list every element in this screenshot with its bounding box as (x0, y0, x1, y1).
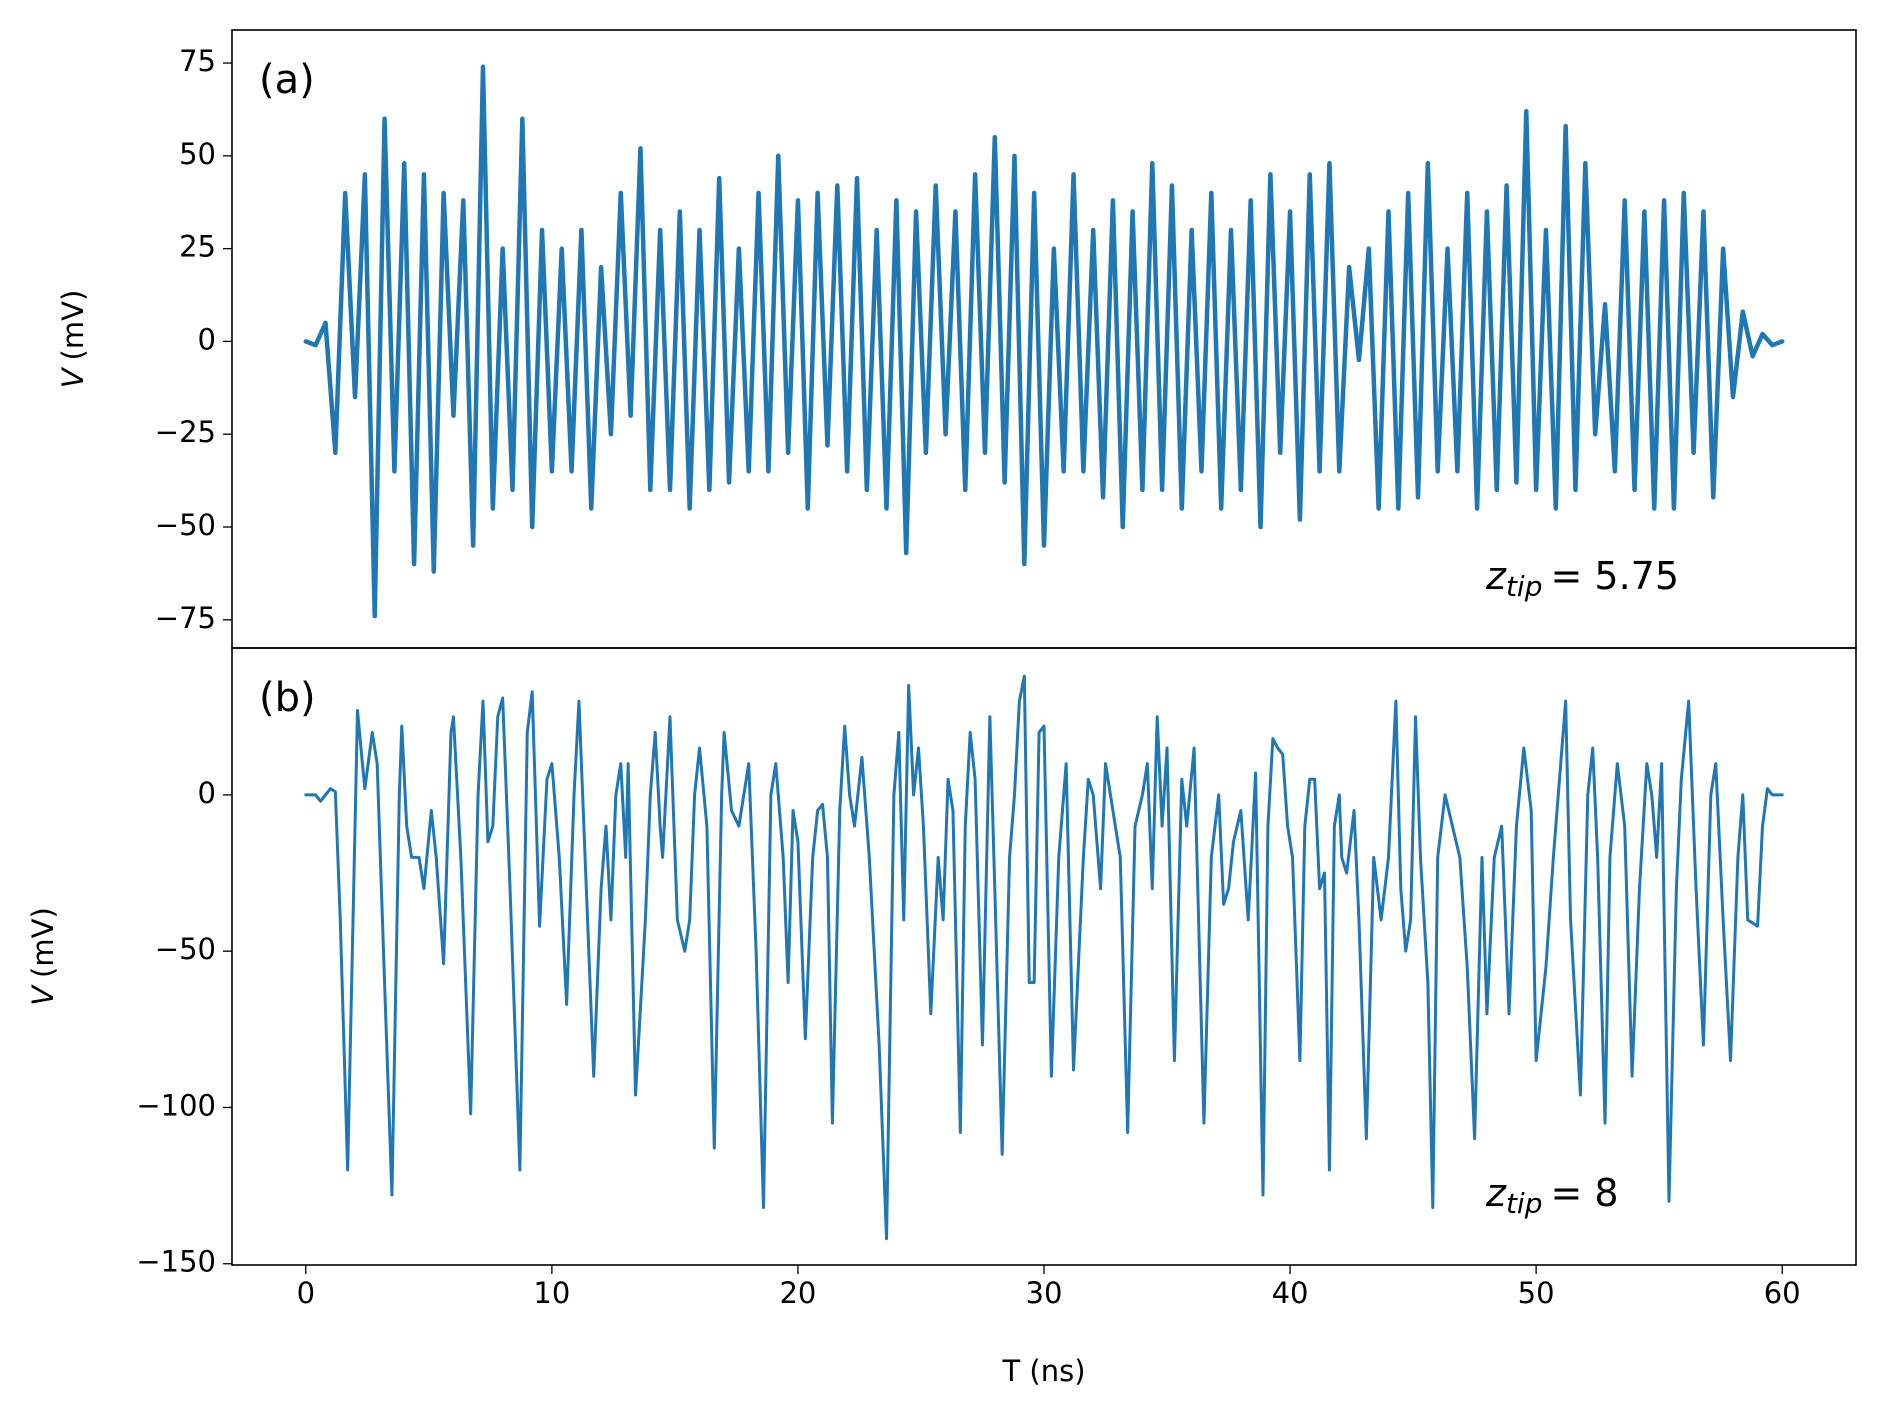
annotation-text: = 8 (1550, 1171, 1618, 1215)
x-tick-label: 50 (1518, 1276, 1555, 1310)
y-label-unit: (mV) (26, 907, 60, 978)
x-tick-label: 40 (1272, 1276, 1309, 1310)
y-axis-label: V (mV) (26, 907, 60, 1006)
plot-area (303, 64, 1785, 619)
x-tick-label: 60 (1764, 1276, 1801, 1310)
signal-line (304, 674, 1784, 1241)
y-tick-label: 25 (179, 230, 216, 264)
y-tick-label: −50 (155, 508, 216, 542)
signal-line (303, 64, 1785, 619)
annotation-symbol: z (1485, 1171, 1507, 1215)
x-tick-label: 30 (1026, 1276, 1063, 1310)
x-tick-label: 0 (297, 1276, 315, 1310)
panel-label: (b) (259, 675, 316, 721)
y-tick-label: −50 (155, 932, 216, 966)
annotation-symbol: z (1485, 554, 1507, 598)
y-label-unit: (mV) (56, 290, 90, 361)
y-tick-label: 50 (179, 137, 216, 171)
annotation-subscript: tip (1506, 570, 1543, 603)
annotation: ztip = 5.75 (1485, 554, 1679, 604)
x-tick-label: 10 (533, 1276, 570, 1310)
y-label-symbol: V (26, 984, 60, 1006)
y-tick-label: 0 (198, 776, 216, 810)
panel-label: (a) (259, 57, 315, 103)
y-tick-label: 0 (198, 322, 216, 356)
annotation-subscript: tip (1506, 1187, 1543, 1220)
plot-area (304, 674, 1784, 1241)
y-label-symbol: V (56, 366, 90, 388)
y-tick-label: −75 (155, 601, 216, 635)
y-axis-label: V (mV) (56, 290, 90, 389)
y-tick-label: 75 (179, 44, 216, 78)
y-tick-label: −25 (155, 415, 216, 449)
annotation: ztip = 8 (1485, 1171, 1619, 1221)
y-tick-label: −100 (136, 1088, 216, 1122)
x-tick-label: 20 (779, 1276, 816, 1310)
x-axis-label: T (ns) (1001, 1354, 1085, 1388)
annotation-text: = 5.75 (1550, 554, 1679, 598)
y-tick-label: −150 (136, 1245, 216, 1279)
